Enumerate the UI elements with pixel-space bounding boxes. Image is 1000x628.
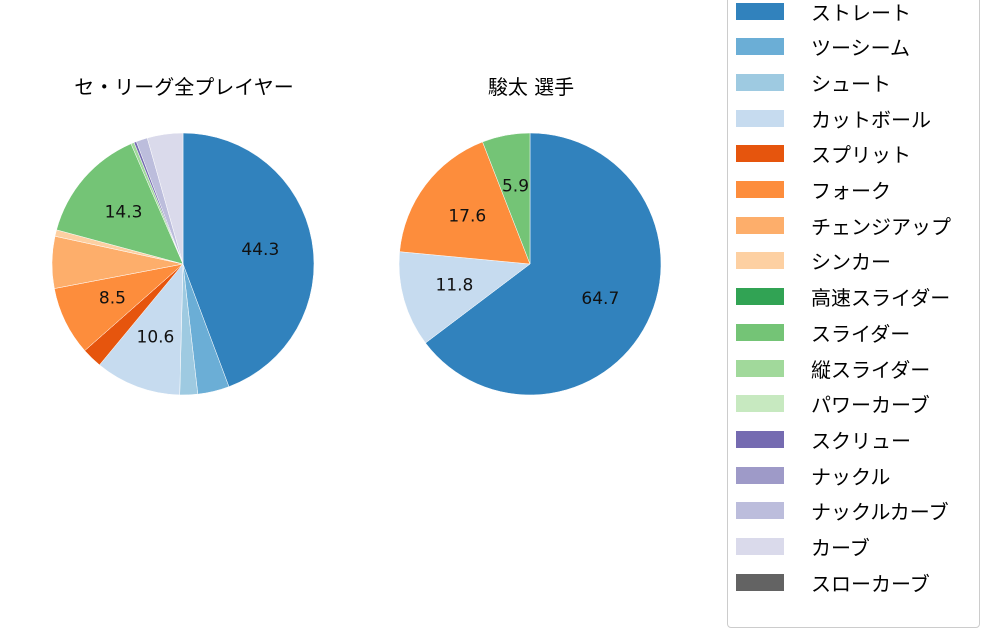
legend-swatch bbox=[736, 109, 784, 127]
pie-slice bbox=[182, 132, 315, 388]
legend-label: カットボール bbox=[811, 107, 931, 132]
legend-item: シュート bbox=[736, 70, 891, 96]
legend-label: チェンジアップ bbox=[811, 214, 951, 239]
legend: ストレートツーシームシュートカットボール スプリットフォークチェンジアップ シンカー… bbox=[727, 0, 980, 628]
legend-label: ナックル bbox=[811, 464, 891, 489]
pie-slice bbox=[425, 132, 662, 396]
slice-value-label: 17.6 bbox=[448, 207, 486, 227]
legend-item: ツーシーム bbox=[736, 35, 910, 61]
legend-swatch bbox=[736, 359, 784, 377]
legend-swatch bbox=[736, 323, 784, 341]
pie-charts: 44.3 10.6 8.5 14.3 64.7 11.8 17.6 5.9 bbox=[51, 132, 662, 396]
legend-item: シンカー bbox=[736, 249, 891, 275]
slice-value-label: 5.9 bbox=[502, 177, 529, 197]
pie-slice bbox=[99, 263, 184, 396]
slice-value-label: 14.3 bbox=[105, 203, 143, 223]
legend-item: チェンジアップ bbox=[736, 213, 951, 239]
legend-swatch bbox=[736, 573, 784, 591]
legend-swatch bbox=[736, 430, 784, 448]
legend-label: ストレート bbox=[811, 0, 911, 25]
legend-item: フォーク bbox=[736, 178, 891, 203]
legend-swatch bbox=[736, 216, 784, 234]
legend-item: カーブ bbox=[736, 535, 870, 560]
legend-label: シンカー bbox=[811, 250, 891, 275]
legend-swatch bbox=[736, 252, 784, 270]
legend-label: スローカーブ bbox=[811, 571, 930, 596]
pie-player: 64.7 11.8 17.6 5.9 bbox=[398, 132, 662, 396]
legend-label: 高速スライダー bbox=[811, 286, 951, 311]
chart-title-league: セ・リーグ全プレイヤー bbox=[74, 75, 294, 99]
legend-swatch bbox=[736, 38, 784, 56]
legend-item: ナックル bbox=[736, 463, 891, 489]
legend-label: スクリュー bbox=[811, 428, 911, 453]
slice-value-label: 11.8 bbox=[435, 275, 473, 295]
slice-value-label: 8.5 bbox=[99, 289, 126, 309]
pie-slice bbox=[56, 143, 184, 265]
legend-label: ナックルカーブ bbox=[811, 500, 949, 525]
legend-label: 縦スライダー bbox=[811, 357, 931, 382]
chart-title-player: 駿太 選手 bbox=[487, 75, 575, 99]
legend-label: フォーク bbox=[811, 179, 891, 203]
legend-swatch bbox=[736, 466, 784, 484]
legend-label: スライダー bbox=[811, 321, 911, 346]
pie-slice bbox=[399, 141, 531, 265]
legend-label: カーブ bbox=[811, 536, 870, 560]
legend-label: ツーシーム bbox=[811, 36, 910, 61]
legend-swatch bbox=[736, 181, 784, 198]
legend-swatch bbox=[736, 73, 784, 91]
pie-slice bbox=[482, 132, 531, 265]
legend-label: スプリット bbox=[811, 143, 911, 168]
legend-item: スローカーブ bbox=[736, 570, 930, 596]
slice-value-label: 64.7 bbox=[581, 289, 619, 309]
legend-item: スクリュー bbox=[736, 427, 911, 453]
legend-item: スプリット bbox=[736, 142, 911, 168]
legend-label: シュート bbox=[811, 71, 891, 96]
legend-swatch bbox=[736, 502, 784, 520]
legend-item: 縦スライダー bbox=[736, 356, 931, 382]
pie-slice bbox=[146, 132, 184, 265]
slice-value-label: 44.3 bbox=[241, 240, 279, 260]
legend-swatch bbox=[736, 2, 784, 20]
legend-swatch bbox=[736, 538, 784, 555]
legend-item: スライダー bbox=[736, 320, 911, 346]
legend-label: パワーカーブ bbox=[811, 393, 930, 418]
legend-swatch bbox=[736, 288, 784, 306]
legend-swatch bbox=[736, 395, 784, 413]
slice-value-label: 10.6 bbox=[137, 328, 175, 348]
legend-item: カットボール bbox=[736, 106, 931, 132]
legend-item: 高速スライダー bbox=[736, 285, 951, 311]
legend-item: ナックルカーブ bbox=[736, 499, 949, 525]
pie-slice bbox=[398, 251, 531, 344]
legend-swatch bbox=[736, 145, 784, 163]
pie-league: 44.3 10.6 8.5 14.3 bbox=[51, 132, 315, 396]
legend-item: パワーカーブ bbox=[736, 392, 930, 418]
legend-item: ストレート bbox=[736, 0, 911, 25]
